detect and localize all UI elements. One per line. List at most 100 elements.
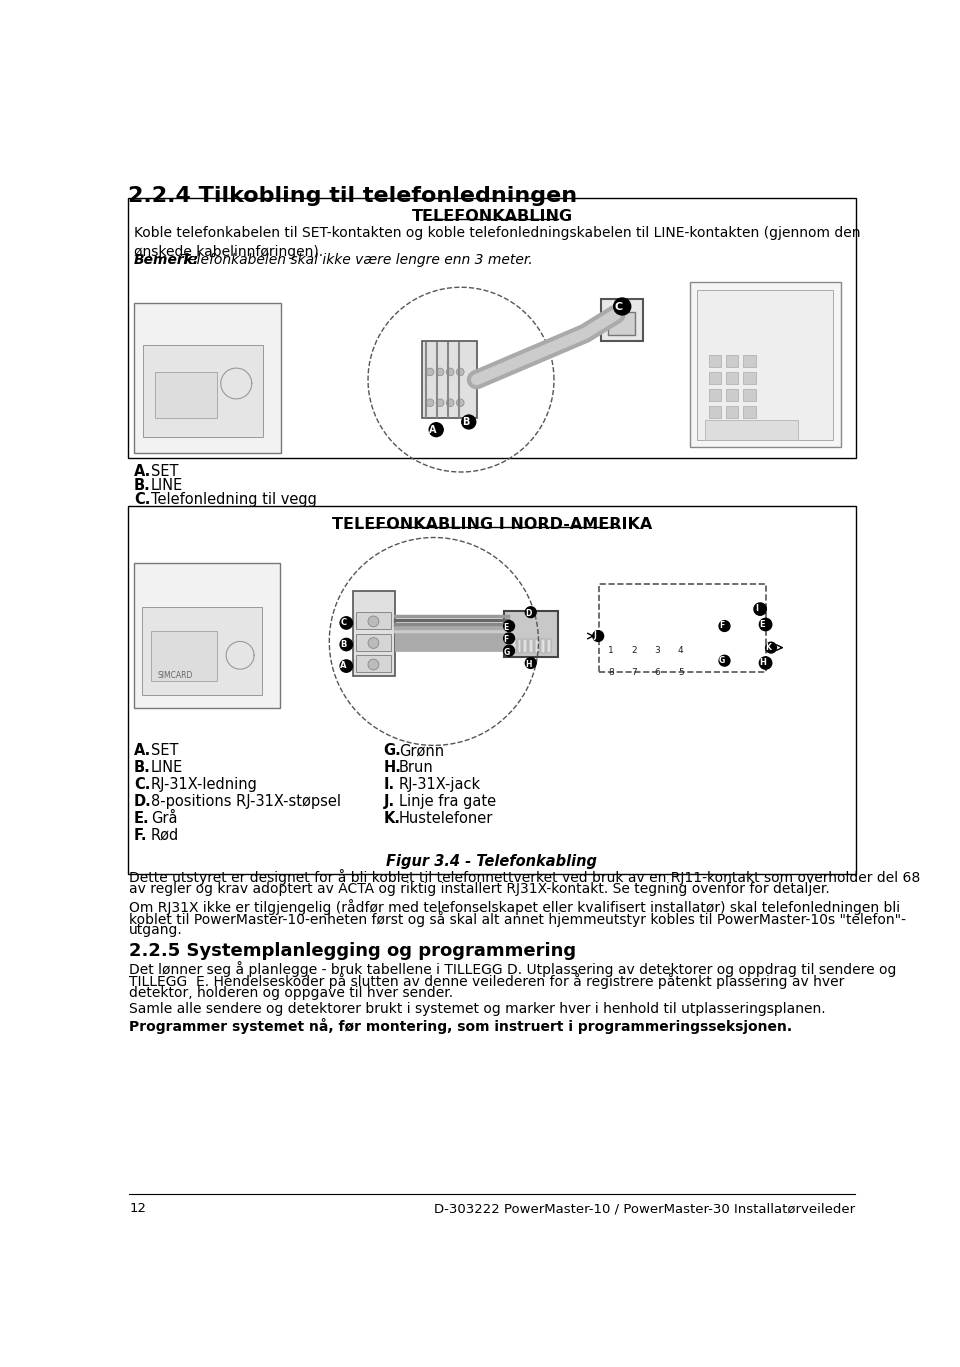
Text: 5: 5 xyxy=(678,667,684,677)
Text: F.: F. xyxy=(134,828,148,843)
Text: Grå: Grå xyxy=(151,811,178,826)
Text: 8-positions RJ-31X-støpsel: 8-positions RJ-31X-støpsel xyxy=(151,794,341,809)
Bar xyxy=(726,372,738,384)
Text: E: E xyxy=(504,623,509,632)
Text: 6: 6 xyxy=(655,667,660,677)
Text: Hustelefoner: Hustelefoner xyxy=(399,811,493,826)
Circle shape xyxy=(754,603,766,615)
Text: 2.2.5 Systemplanlegging og programmering: 2.2.5 Systemplanlegging og programmering xyxy=(130,942,576,960)
Text: koblet til PowerMaster-10-enheten først og så skal alt annet hjemmeutstyr kobles: koblet til PowerMaster-10-enheten først … xyxy=(130,910,906,927)
Bar xyxy=(356,634,392,651)
Circle shape xyxy=(759,656,772,670)
Bar xyxy=(709,406,721,418)
Bar xyxy=(422,342,476,418)
Circle shape xyxy=(340,638,352,651)
Circle shape xyxy=(719,621,730,632)
Text: SIMCARD: SIMCARD xyxy=(157,671,193,679)
Bar xyxy=(726,388,738,401)
Text: A.: A. xyxy=(134,465,151,480)
Text: J.: J. xyxy=(383,794,395,809)
Text: utgang.: utgang. xyxy=(130,923,183,938)
Bar xyxy=(743,388,756,401)
Bar xyxy=(356,655,392,673)
Text: C.: C. xyxy=(134,492,151,507)
Text: TELEFONKABLING: TELEFONKABLING xyxy=(412,209,572,224)
Circle shape xyxy=(504,645,515,656)
Text: Samle alle sendere og detektorer brukt i systemet og marker hver i henhold til u: Samle alle sendere og detektorer brukt i… xyxy=(130,1002,826,1016)
Text: K.: K. xyxy=(383,811,400,826)
Bar xyxy=(599,584,765,673)
Text: G.: G. xyxy=(383,744,401,759)
Bar xyxy=(128,506,856,874)
Text: J: J xyxy=(593,632,596,640)
Text: Programmer systemet nå, før montering, som instruert i programmeringsseksjonen.: Programmer systemet nå, før montering, s… xyxy=(130,1018,792,1033)
Circle shape xyxy=(456,399,464,406)
Circle shape xyxy=(436,399,444,406)
Text: 12: 12 xyxy=(130,1202,146,1215)
Circle shape xyxy=(525,607,537,618)
Bar xyxy=(601,299,643,342)
Text: 2.2.4 Tilkobling til telefonledningen: 2.2.4 Tilkobling til telefonledningen xyxy=(128,186,577,205)
Bar xyxy=(743,406,756,418)
Bar xyxy=(356,612,392,629)
Bar xyxy=(504,611,558,656)
Text: 8: 8 xyxy=(609,667,614,677)
Circle shape xyxy=(759,618,772,630)
Circle shape xyxy=(462,416,476,429)
Text: RJ-31X-ledning: RJ-31X-ledning xyxy=(151,776,258,791)
Text: Det lønner seg å planlegge - bruk tabellene i TILLEGG D. Utplassering av detekto: Det lønner seg å planlegge - bruk tabell… xyxy=(130,961,897,977)
Text: A: A xyxy=(429,425,437,435)
Bar xyxy=(151,632,217,682)
Bar xyxy=(689,282,841,447)
Bar xyxy=(535,640,539,653)
Text: B: B xyxy=(340,640,347,649)
Text: detektor, holderen og oppgave til hver sender.: detektor, holderen og oppgave til hver s… xyxy=(130,986,453,999)
Text: TILLEGG  E. Hendelseskoder på slutten av denne veilederen for å registrere påten: TILLEGG E. Hendelseskoder på slutten av … xyxy=(130,973,845,990)
Bar xyxy=(709,372,721,384)
Text: 7: 7 xyxy=(632,667,637,677)
Bar xyxy=(546,640,550,653)
Text: C: C xyxy=(614,302,622,312)
Text: E: E xyxy=(759,619,765,629)
Text: H: H xyxy=(759,659,766,667)
Text: E.: E. xyxy=(134,811,150,826)
Bar xyxy=(134,563,279,708)
Circle shape xyxy=(504,633,515,644)
Text: K: K xyxy=(765,642,771,652)
Text: av regler og krav adoptert av ACTA og riktig installert RJ31X-kontakt. Se tegnin: av regler og krav adoptert av ACTA og ri… xyxy=(130,882,830,895)
Bar xyxy=(523,640,527,653)
Circle shape xyxy=(446,399,454,406)
Text: H: H xyxy=(525,660,531,668)
Text: Koble telefonkabelen til SET-kontakten og koble telefonledningskabelen til LINE-: Koble telefonkabelen til SET-kontakten o… xyxy=(134,226,860,260)
Bar xyxy=(143,344,263,437)
Text: F: F xyxy=(719,622,724,630)
Bar xyxy=(134,302,281,452)
Circle shape xyxy=(368,659,379,670)
Text: C: C xyxy=(340,618,347,627)
Text: D.: D. xyxy=(134,794,152,809)
Text: G: G xyxy=(718,656,725,666)
Bar xyxy=(726,406,738,418)
Text: A.: A. xyxy=(134,744,151,759)
Circle shape xyxy=(525,658,537,668)
Bar xyxy=(512,640,516,653)
Bar xyxy=(709,355,721,368)
Circle shape xyxy=(368,617,379,627)
Bar xyxy=(609,312,636,335)
Circle shape xyxy=(446,368,454,376)
Circle shape xyxy=(613,298,631,314)
Text: Rød: Rød xyxy=(151,828,180,843)
Bar xyxy=(697,290,833,440)
Circle shape xyxy=(429,422,444,436)
Bar xyxy=(155,372,217,418)
Text: C.: C. xyxy=(134,776,151,791)
Circle shape xyxy=(765,642,777,653)
Text: G: G xyxy=(503,648,510,656)
Circle shape xyxy=(426,399,434,406)
Bar xyxy=(709,388,721,401)
Text: Om RJ31X ikke er tilgjengelig (rådfør med telefonselskapet eller kvalifisert ins: Om RJ31X ikke er tilgjengelig (rådfør me… xyxy=(130,898,900,915)
Circle shape xyxy=(436,368,444,376)
Circle shape xyxy=(340,617,352,629)
Text: Dette utstyret er designet for å bli koblet til telefonnettverket ved bruk av en: Dette utstyret er designet for å bli kob… xyxy=(130,869,921,886)
Text: Telefonledning til vegg: Telefonledning til vegg xyxy=(151,492,317,507)
